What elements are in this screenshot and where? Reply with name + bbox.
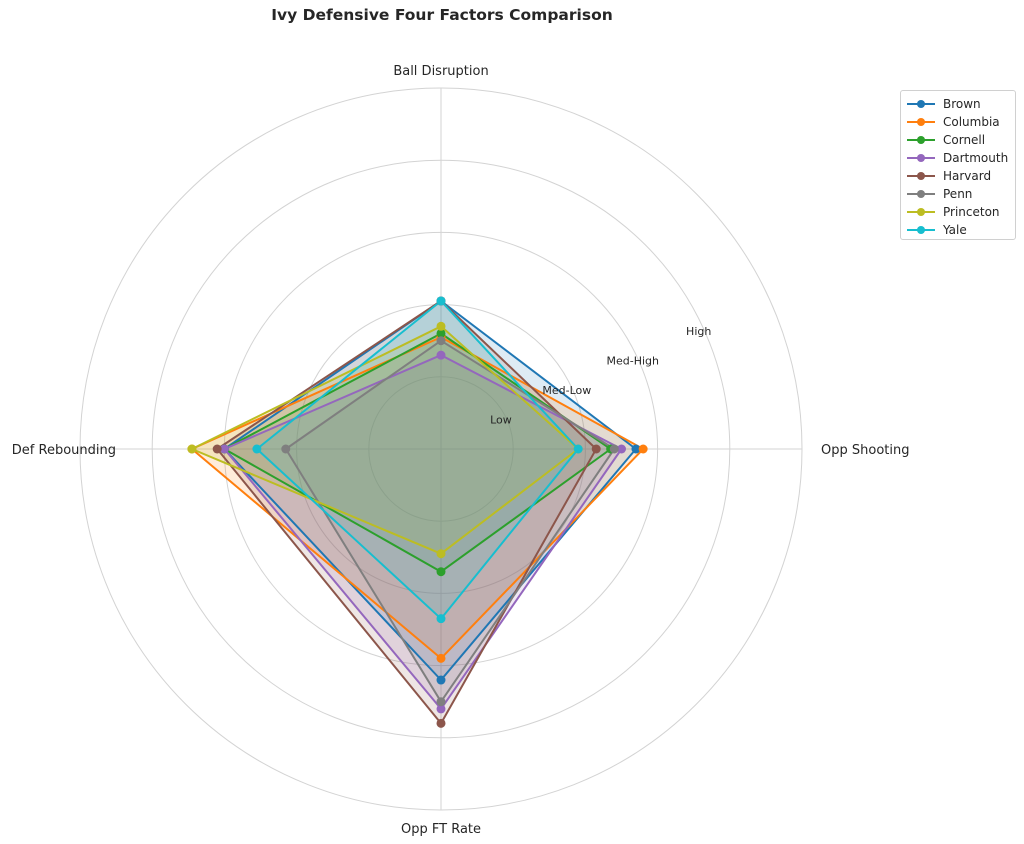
- data-point: [436, 614, 446, 624]
- data-point: [436, 321, 446, 331]
- legend-marker-icon: [907, 188, 937, 200]
- legend-marker-icon: [907, 98, 937, 110]
- data-point: [638, 444, 648, 454]
- legend-marker-icon: [907, 116, 937, 128]
- legend-marker-icon: [907, 152, 937, 164]
- ring-label: Low: [490, 414, 512, 427]
- data-point: [436, 296, 446, 306]
- data-point: [436, 718, 446, 728]
- data-point: [187, 444, 197, 454]
- legend: Brown Columbia Cornell Dartmouth Harvard Penn…: [900, 90, 1016, 240]
- data-point: [609, 444, 619, 454]
- legend-label: Penn: [943, 187, 973, 201]
- data-point: [436, 549, 446, 559]
- legend-item: Cornell: [907, 131, 1015, 149]
- data-point: [591, 444, 601, 454]
- data-point: [281, 444, 291, 454]
- legend-item: Columbia: [907, 113, 1015, 131]
- data-point: [436, 675, 446, 685]
- series-fill: [256, 301, 579, 619]
- axis-label: Opp Shooting: [821, 443, 909, 458]
- axis-labels: Low Med-Low Med-High High Ball Disruption Opp…: [12, 64, 910, 837]
- axis-label: Def Rebounding: [12, 443, 116, 458]
- legend-item: Princeton: [907, 203, 1015, 221]
- data-point: [631, 444, 641, 454]
- legend-item: Brown: [907, 95, 1015, 113]
- series-fill: [217, 301, 597, 724]
- legend-label: Princeton: [943, 205, 1000, 219]
- legend-item: Penn: [907, 185, 1015, 203]
- series-fill: [191, 326, 579, 554]
- legend-item: Yale: [907, 221, 1015, 239]
- axis-label: Opp FT Rate: [401, 822, 481, 837]
- legend-label: Yale: [943, 223, 967, 237]
- data-point: [436, 704, 446, 714]
- series-fill: [191, 337, 644, 659]
- legend-label: Harvard: [943, 169, 992, 183]
- data-point: [212, 444, 222, 454]
- chart-title: Ivy Defensive Four Factors Comparison: [271, 6, 613, 24]
- legend-marker-icon: [907, 170, 937, 182]
- data-point: [436, 567, 446, 577]
- data-point: [436, 328, 446, 338]
- legend-label: Brown: [943, 97, 981, 111]
- series-fill: [224, 355, 622, 709]
- axis-label: Ball Disruption: [393, 64, 488, 79]
- series-fill: [285, 340, 615, 702]
- data-point: [219, 444, 229, 454]
- ring-label: High: [686, 325, 711, 338]
- data-point: [436, 697, 446, 707]
- series-points: [187, 296, 648, 728]
- legend-label: Columbia: [943, 115, 1000, 129]
- legend-item: Dartmouth: [907, 149, 1015, 167]
- legend-label: Dartmouth: [943, 151, 1009, 165]
- legend-marker-icon: [907, 206, 937, 218]
- ring-label: Med-Low: [542, 384, 591, 397]
- legend-item: Harvard: [907, 167, 1015, 185]
- data-point: [436, 350, 446, 360]
- data-point: [573, 444, 583, 454]
- legend-marker-icon: [907, 224, 937, 236]
- ring-label: Med-High: [607, 355, 660, 368]
- data-point: [436, 336, 446, 346]
- legend-label: Cornell: [943, 133, 986, 147]
- data-point: [617, 444, 626, 454]
- legend-marker-icon: [907, 134, 937, 146]
- data-point: [436, 653, 446, 663]
- data-point: [252, 444, 262, 454]
